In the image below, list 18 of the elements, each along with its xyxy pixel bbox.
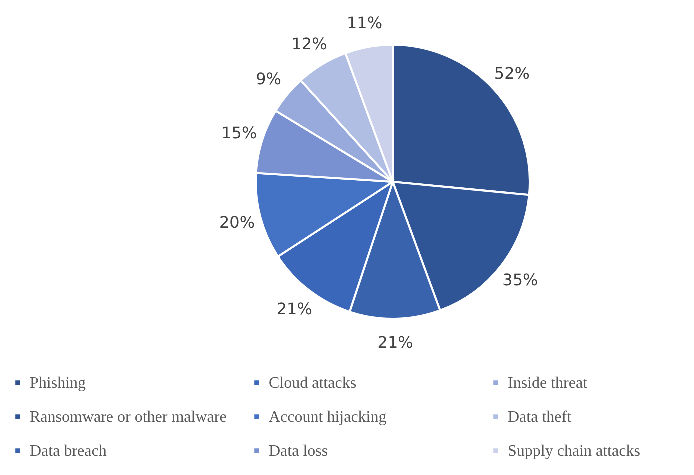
legend-label: Data loss xyxy=(269,443,328,460)
data-label: 35% xyxy=(502,270,538,290)
legend-label: Supply chain attacks xyxy=(508,443,640,460)
data-label: 52% xyxy=(494,64,530,83)
data-label: 20% xyxy=(219,212,256,232)
data-label: 11% xyxy=(346,13,383,32)
legend-label: Data theft xyxy=(508,409,572,426)
legend-label: Phishing xyxy=(30,375,86,392)
legend-label: Account hijacking xyxy=(269,409,387,426)
legend-label: Inside threat xyxy=(508,375,588,392)
data-label: 21% xyxy=(276,299,312,318)
legend-label: Cloud attacks xyxy=(269,375,357,392)
data-label: 15% xyxy=(222,124,258,143)
data-label: 21% xyxy=(378,332,414,352)
data-label: 9% xyxy=(256,70,282,89)
legend-label: Data breach xyxy=(30,443,107,460)
legend-label: Ransomware or other malware xyxy=(30,409,227,426)
data-label: 12% xyxy=(292,34,328,54)
